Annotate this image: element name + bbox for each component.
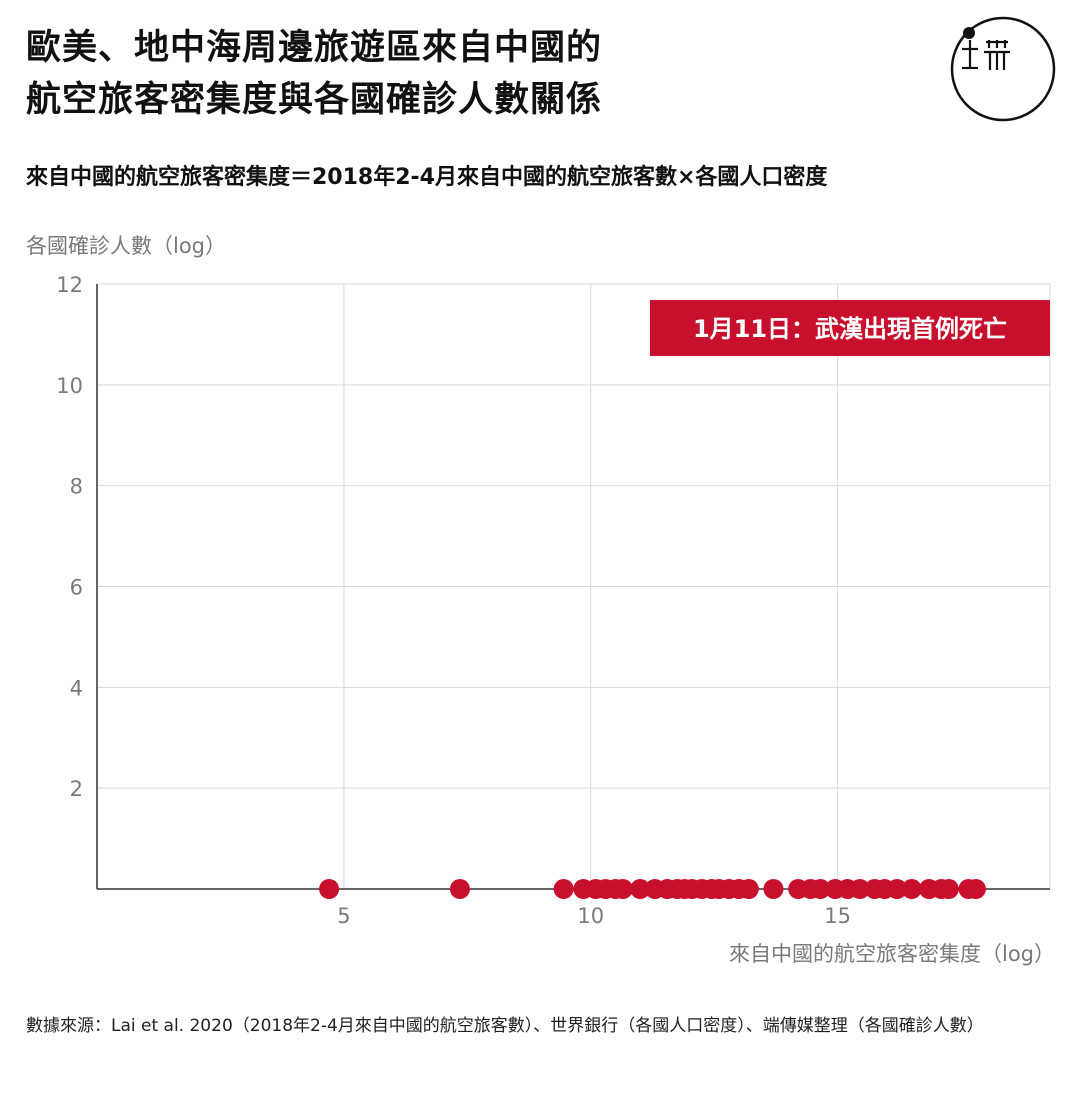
data-point <box>738 879 759 899</box>
y-tick-label: 4 <box>70 676 83 700</box>
x-tick-label: 5 <box>337 904 350 928</box>
data-point <box>849 879 870 899</box>
source-note: 數據來源：Lai et al. 2020（2018年2-4月來自中國的航空旅客數… <box>26 1016 984 1036</box>
data-point <box>886 879 907 899</box>
annotation-box <box>650 300 1050 356</box>
data-point <box>965 879 986 899</box>
y-tick-label: 6 <box>70 576 83 600</box>
data-point <box>763 879 784 899</box>
title-line-2: 航空旅客密集度與各國確診人數關係 <box>26 80 603 120</box>
data-point <box>901 879 922 899</box>
y-tick-label: 2 <box>70 777 83 801</box>
data-point <box>810 879 831 899</box>
y-axis-label: 各國確診人數（log） <box>26 234 227 258</box>
chart-subtitle: 來自中國的航空旅客密集度＝2018年2-4月來自中國的航空旅客數×各國人口密度 <box>26 165 828 190</box>
y-tick-label: 12 <box>56 273 83 297</box>
data-point <box>612 879 633 899</box>
y-tick-label: 10 <box>56 374 83 398</box>
title-line-1: 歐美、地中海周邊旅遊區來自中國的 <box>26 28 603 68</box>
data-point <box>319 879 340 899</box>
data-point <box>630 879 651 899</box>
data-point <box>449 879 470 899</box>
x-tick-label: 10 <box>577 904 604 928</box>
data-point <box>938 879 959 899</box>
initium-logo-icon <box>950 16 1056 122</box>
x-tick-label: 15 <box>824 904 851 928</box>
annotation-text: 1月11日：武漢出現首例死亡 <box>693 315 1007 343</box>
chart-title: 歐美、地中海周邊旅遊區來自中國的 航空旅客密集度與各國確診人數關係 <box>26 22 926 126</box>
x-axis-label: 來自中國的航空旅客密集度（log） <box>728 942 1055 966</box>
data-point <box>553 879 574 899</box>
y-tick-label: 8 <box>70 475 83 499</box>
